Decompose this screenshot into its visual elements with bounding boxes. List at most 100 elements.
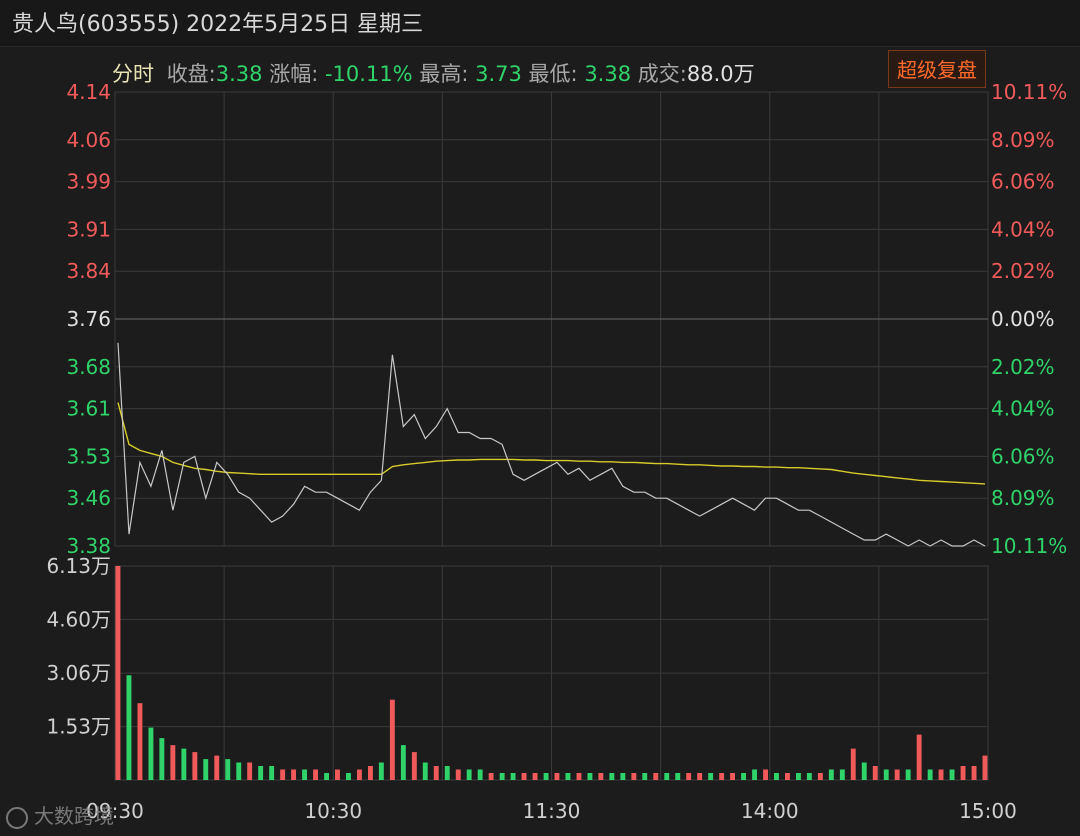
- volume-bar: [378, 762, 384, 780]
- volume-bar: [400, 745, 406, 780]
- volume-bar: [368, 766, 373, 780]
- volume-bar: [916, 734, 922, 780]
- volume-bar: [192, 752, 198, 780]
- volume-tick-label: 4.60万: [46, 607, 111, 631]
- pct-tick-label: 4.04%: [991, 217, 1055, 241]
- volume-bar: [796, 773, 801, 780]
- volume-bar: [148, 727, 154, 780]
- price-tick-label: 4.14: [66, 80, 111, 104]
- volume-bar: [620, 773, 626, 780]
- volume-bar: [730, 773, 735, 780]
- time-tick-label: 10:30: [304, 799, 362, 823]
- volume-bar: [938, 769, 944, 780]
- pct-tick-label: 8.09%: [991, 486, 1055, 510]
- volume-bar: [587, 773, 593, 780]
- volume-bar: [949, 769, 955, 780]
- volume-bar: [258, 766, 264, 780]
- pct-tick-label: 6.06%: [991, 444, 1055, 468]
- volume-bar: [532, 773, 538, 780]
- volume-bar: [335, 769, 340, 780]
- volume-bar: [444, 766, 450, 780]
- time-tick-label: 15:00: [959, 799, 1017, 823]
- price-tick-label: 3.84: [66, 259, 111, 283]
- title-bar: 贵人鸟(603555) 2022年5月25日 星期三: [0, 0, 1080, 47]
- volume-bar: [170, 745, 176, 780]
- chart-title: 贵人鸟(603555) 2022年5月25日 星期三: [12, 12, 424, 37]
- time-tick-label: 14:00: [741, 799, 799, 823]
- price-tick-label: 3.46: [66, 486, 111, 510]
- price-tick-label: 3.99: [66, 170, 111, 194]
- volume-bar: [422, 762, 428, 780]
- volume-bar: [565, 773, 571, 780]
- volume-bar: [389, 699, 395, 780]
- volume-bar: [477, 769, 483, 780]
- volume-bar: [499, 773, 505, 780]
- volume-bar: [236, 762, 242, 780]
- price-tick-label: 3.76: [66, 307, 111, 331]
- volume-bar: [631, 773, 637, 780]
- volume-label: 成交:: [637, 62, 687, 86]
- volume-bar: [828, 769, 834, 780]
- watermark: 大数跨境: [6, 800, 114, 829]
- volume-bar: [839, 769, 845, 780]
- volume-bar: [214, 755, 220, 780]
- volume-bar: [291, 769, 296, 780]
- volume-bar: [609, 773, 615, 780]
- volume-bar: [302, 769, 307, 780]
- time-tick-label: 11:30: [523, 799, 581, 823]
- pct-tick-label: 0.00%: [991, 307, 1055, 331]
- volume-bar: [806, 773, 812, 780]
- low-label: 最低:: [528, 62, 578, 86]
- volume-bar: [433, 766, 439, 780]
- volume-bar: [543, 773, 549, 780]
- quote-info-bar: 分时 收盘:3.38 涨幅: -10.11% 最高: 3.73 最低: 3.38…: [112, 58, 755, 88]
- volume-bar: [203, 759, 209, 780]
- volume-tick-label: 1.53万: [46, 715, 111, 739]
- volume-bar: [719, 773, 725, 780]
- price-tick-label: 3.91: [66, 217, 111, 241]
- pct-tick-label: 8.09%: [991, 128, 1055, 152]
- price-tick-label: 3.53: [66, 444, 111, 468]
- high-value: 3.73: [475, 62, 522, 86]
- volume-bar: [664, 773, 670, 780]
- volume-bar: [894, 769, 900, 780]
- volume-bar: [741, 773, 746, 780]
- volume-bar: [708, 773, 714, 780]
- volume-bar: [642, 773, 648, 780]
- volume-bar: [697, 773, 703, 780]
- volume-bar: [269, 766, 275, 780]
- volume-bar: [872, 766, 878, 780]
- volume-bar: [763, 769, 768, 780]
- close-label: 收盘:: [166, 62, 216, 86]
- close-value: 3.38: [215, 62, 263, 86]
- watermark-logo-icon: [6, 806, 28, 829]
- volume-bar: [861, 762, 867, 780]
- mode-label[interactable]: 分时: [112, 62, 154, 86]
- watermark-text: 大数跨境: [34, 804, 114, 828]
- volume-bar: [521, 773, 527, 780]
- pct-tick-label: 10.11%: [991, 80, 1067, 104]
- volume-bar: [313, 769, 318, 780]
- volume-bar: [598, 773, 604, 780]
- change-value: -10.11%: [324, 62, 413, 86]
- high-label: 最高:: [419, 62, 469, 86]
- volume-bar: [280, 769, 286, 780]
- price-tick-label: 3.61: [66, 397, 111, 421]
- volume-bar: [960, 766, 966, 780]
- volume-bar: [346, 773, 351, 780]
- volume-bar: [357, 769, 362, 780]
- change-label: 涨幅:: [269, 62, 319, 86]
- volume-bar: [554, 773, 560, 780]
- volume-bar: [126, 675, 132, 780]
- volume-bar: [225, 759, 231, 780]
- volume-bar: [576, 773, 582, 780]
- price-line: [117, 342, 986, 547]
- low-value: 3.38: [584, 62, 632, 86]
- volume-bar: [752, 769, 757, 780]
- volume-bar: [927, 769, 933, 780]
- price-tick-label: 3.68: [66, 355, 111, 379]
- volume-bar: [883, 769, 889, 780]
- super-replay-button[interactable]: 超级复盘: [888, 50, 986, 88]
- volume-bar: [774, 773, 779, 780]
